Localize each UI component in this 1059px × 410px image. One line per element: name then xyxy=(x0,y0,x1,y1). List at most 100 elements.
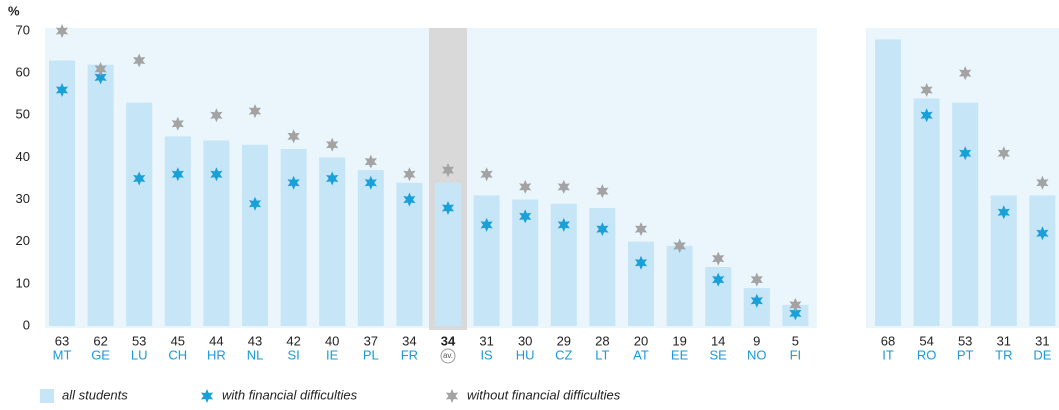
x-tick-label: PL xyxy=(363,347,379,362)
value-label: 43 xyxy=(248,333,262,348)
value-label: 29 xyxy=(557,333,571,348)
star-marker xyxy=(634,222,648,237)
star-marker xyxy=(287,175,300,190)
x-tick-label: CZ xyxy=(555,347,572,362)
x-tick-label: FR xyxy=(401,347,418,362)
legend-label: with financial difficulties xyxy=(222,387,358,402)
star-marker xyxy=(596,222,609,237)
value-label: 34 xyxy=(402,333,416,348)
star-marker xyxy=(287,129,300,144)
value-label: 37 xyxy=(364,333,378,348)
x-tick-label: SE xyxy=(710,347,728,362)
star-marker xyxy=(997,146,1010,161)
bar xyxy=(280,149,307,326)
x-tick-label: NL xyxy=(247,347,264,362)
x-tick-label: HR xyxy=(207,347,226,362)
value-label: 45 xyxy=(171,333,185,348)
x-tick-label: IS xyxy=(480,347,493,362)
star-marker xyxy=(920,108,933,123)
bar xyxy=(473,195,500,326)
star-marker xyxy=(750,293,763,308)
star-marker xyxy=(364,175,377,190)
star-marker xyxy=(1036,175,1049,190)
star-marker xyxy=(55,24,69,38)
star-marker xyxy=(712,251,725,266)
y-tick-label: 50 xyxy=(16,107,30,122)
star-marker xyxy=(480,167,493,182)
star-marker xyxy=(171,167,184,182)
x-tick-label: EE xyxy=(671,347,689,362)
x-tick-label: FI xyxy=(790,347,802,362)
x-tick-label: IT xyxy=(882,347,894,362)
bar xyxy=(357,170,384,326)
star-marker xyxy=(1036,226,1049,241)
value-label: 53 xyxy=(958,333,972,348)
star-marker xyxy=(248,196,262,211)
y-tick-label: 60 xyxy=(16,65,30,80)
bar xyxy=(49,60,75,326)
legend-label: without financial difficulties xyxy=(467,387,621,402)
star-marker xyxy=(596,184,609,199)
star-marker xyxy=(364,154,377,169)
legend-marker xyxy=(200,389,214,403)
x-tick-label: GE xyxy=(91,347,110,362)
star-marker xyxy=(171,116,184,131)
star-marker xyxy=(557,179,570,194)
x-tick-label: PT xyxy=(957,347,974,362)
star-marker xyxy=(920,83,933,97)
x-tick-label: av. xyxy=(443,351,453,360)
star-marker xyxy=(519,209,532,224)
star-marker xyxy=(94,70,107,85)
value-label: 14 xyxy=(711,333,725,348)
star-marker xyxy=(959,146,972,161)
value-label: 31 xyxy=(997,333,1011,348)
star-marker xyxy=(248,104,262,119)
value-label: 68 xyxy=(881,333,895,348)
y-tick-label: 40 xyxy=(16,149,30,164)
y-tick-label: 20 xyxy=(16,233,30,248)
bar xyxy=(666,245,693,326)
legend-marker xyxy=(40,389,54,403)
bar xyxy=(1029,195,1056,326)
y-axis-label: % xyxy=(8,3,20,18)
bar xyxy=(242,144,268,326)
bar xyxy=(126,102,153,327)
x-tick-label: SI xyxy=(287,347,299,362)
star-marker xyxy=(210,167,223,182)
bar xyxy=(164,136,191,326)
value-label: 40 xyxy=(325,333,339,348)
star-marker xyxy=(441,201,455,215)
bar xyxy=(319,157,346,326)
x-tick-label: AT xyxy=(633,347,649,362)
x-tick-label: RO xyxy=(917,347,937,362)
star-marker xyxy=(133,53,146,68)
value-label: 34 xyxy=(441,333,456,348)
x-tick-label: MT xyxy=(53,347,72,362)
star-marker xyxy=(326,137,339,152)
star-marker xyxy=(94,61,107,76)
bar xyxy=(875,39,901,327)
value-label: 28 xyxy=(595,333,609,348)
x-tick-label: IE xyxy=(326,347,339,362)
x-tick-label: DE xyxy=(1033,347,1051,362)
value-label: 53 xyxy=(132,333,146,348)
x-tick-label: CH xyxy=(168,347,187,362)
bar xyxy=(952,102,979,327)
star-marker xyxy=(789,297,802,312)
value-label: 20 xyxy=(634,333,648,348)
value-label: 31 xyxy=(479,333,493,348)
star-marker xyxy=(441,163,455,178)
value-label: 54 xyxy=(919,333,933,348)
star-marker xyxy=(712,272,725,287)
legend-marker xyxy=(445,389,459,403)
y-tick-label: 10 xyxy=(16,275,30,290)
star-marker xyxy=(519,179,532,194)
star-marker xyxy=(959,66,972,81)
value-label: 42 xyxy=(286,333,300,348)
star-marker xyxy=(789,306,802,321)
star-marker xyxy=(210,108,223,123)
y-tick-label: 30 xyxy=(16,191,30,206)
value-label: 30 xyxy=(518,333,532,348)
star-marker xyxy=(326,171,339,186)
